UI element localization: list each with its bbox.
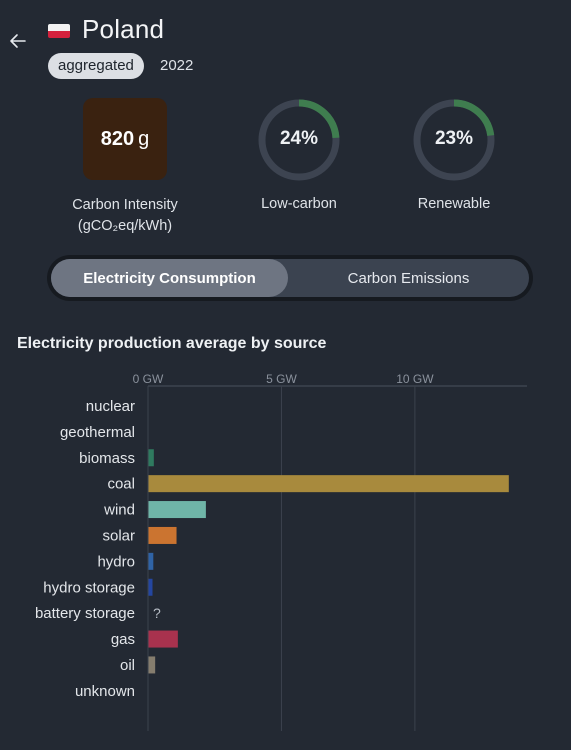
category-label-solar: solar [102,527,135,544]
category-label-oil: oil [120,657,135,674]
bar-coal [148,475,509,493]
missing-value-battery-storage: ? [153,605,161,621]
low-carbon-gauge: 24% [256,97,342,183]
bar-hydro [148,552,154,570]
category-label-nuclear: nuclear [86,398,135,415]
bar-oil [148,656,156,674]
category-label-coal: coal [107,476,135,493]
tick-label-2: 10 GW [396,372,434,386]
bar-gas [148,630,178,648]
year-label: 2022 [160,57,194,74]
renewable-label: Renewable [417,196,491,212]
tab-electricity-consumption[interactable]: Electricity Consumption [51,259,288,297]
category-label-biomass: biomass [79,450,135,467]
renewable-value: 23% [434,128,474,149]
low-carbon-gauge-fill [258,99,340,181]
mode-toggle: Electricity Consumption Carbon Emissions [47,255,533,301]
tick-label-1: 5 GW [266,372,297,386]
low-carbon-label: Low-carbon [261,196,337,212]
carbon-intensity-box: 820 g [83,98,167,180]
carbon-intensity-unit: g [138,127,150,150]
bar-wind [148,501,206,519]
category-label-wind: wind [103,502,135,519]
category-label-unknown: unknown [75,683,135,700]
tick-label-0: 0 GW [133,372,164,386]
bar-hydro-storage [148,578,153,596]
carbon-intensity-value: 820 [100,127,135,150]
production-by-source-chart: 0 GW 5 GW 10 GW nuclear geothermal biomass coa… [35,372,527,731]
renewable-gauge: 23% [411,97,497,183]
tab-carbon-emissions[interactable]: Carbon Emissions [347,269,470,287]
category-label-battery-storage: battery storage [35,605,135,622]
category-label-geothermal: geothermal [60,424,135,441]
low-carbon-value: 24% [279,128,319,149]
carbon-intensity-label: Carbon Intensity (gCO₂eq/kWh) [72,197,178,234]
bar-biomass [148,449,154,467]
aggregated-badge: aggregated [48,53,144,79]
country-title: Poland [82,14,165,44]
chart-title: Electricity production average by source [17,335,327,352]
bar-solar [148,526,177,544]
back-arrow-icon[interactable] [8,31,28,51]
poland-flag-icon [48,24,70,38]
category-label-hydro-storage: hydro storage [43,579,135,596]
category-label-gas: gas [111,631,135,648]
renewable-gauge-fill [413,99,495,181]
category-label-hydro: hydro [97,553,135,570]
